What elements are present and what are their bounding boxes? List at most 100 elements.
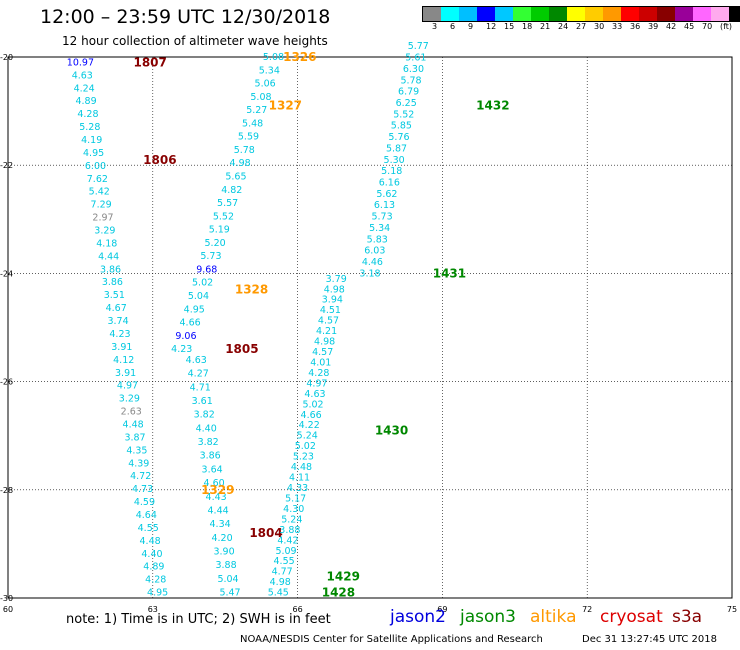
wave-height-value: 6.30: [403, 64, 424, 75]
wave-height-value: 7.62: [87, 174, 108, 185]
pass-label: 1329: [201, 483, 234, 497]
wave-height-value: 4.35: [126, 445, 147, 456]
pass-label: 1806: [143, 153, 176, 167]
wave-height-value: 5.23: [293, 452, 314, 463]
wave-height-value: 3.51: [104, 290, 125, 301]
wave-height-value: 5.78: [400, 75, 421, 86]
wave-height-value: 5.42: [89, 187, 110, 198]
wave-height-value: 4.21: [316, 326, 337, 337]
wave-height-value: 4.40: [196, 423, 217, 434]
wave-height-value: 5.24: [297, 431, 318, 442]
wave-height-value: 4.28: [145, 575, 166, 586]
wave-height-value: 4.12: [113, 355, 134, 366]
wave-height-value: 3.94: [322, 295, 343, 306]
wave-height-value: 4.51: [320, 305, 341, 316]
wave-height-value: 3.86: [102, 277, 123, 288]
wave-height-value: 3.61: [192, 396, 213, 407]
legend-swatch: [567, 7, 585, 21]
wave-height-value: 3.88: [215, 560, 236, 571]
wave-height-value: 3.18: [359, 268, 380, 279]
legend-swatch: [675, 7, 693, 21]
wave-height-value: 10.97: [67, 57, 94, 68]
wave-height-value: 5.30: [384, 155, 405, 166]
pass-label: 1805: [225, 342, 258, 356]
legend-swatch: [495, 7, 513, 21]
wave-height-value: 3.91: [111, 342, 132, 353]
wave-height-value: 5.73: [200, 251, 221, 262]
legend-label: 42: [666, 22, 677, 31]
wave-height-value: 4.89: [75, 96, 96, 107]
wave-height-value: 4.22: [299, 420, 320, 431]
legend-label: 15: [504, 22, 515, 31]
pass-label: 1807: [133, 55, 166, 69]
wave-height-value: 5.02: [302, 399, 323, 410]
legend-label: 30: [594, 22, 605, 31]
wave-height-value: 4.44: [208, 505, 229, 516]
wave-height-value: 5.59: [238, 132, 259, 143]
wave-height-value: 4.97: [306, 378, 327, 389]
y-tick-label: -20: [0, 53, 13, 62]
wave-height-value: 4.72: [130, 471, 151, 482]
wave-height-value: 6.16: [379, 178, 400, 189]
pass-label: 1429: [327, 569, 360, 583]
y-tick-label: -30: [0, 594, 13, 603]
wave-height-value: 5.73: [371, 212, 392, 223]
wave-height-value: 5.09: [275, 546, 296, 557]
wave-height-value: 5.83: [367, 234, 388, 245]
wave-height-value: 5.28: [79, 122, 100, 133]
legend-swatch: [711, 7, 729, 21]
chart-title: 12:00 – 23:59 UTC 12/30/2018: [40, 6, 331, 28]
wave-height-value: 4.95: [184, 304, 205, 315]
wave-height-value: 4.48: [123, 419, 144, 430]
legend-label: 24: [558, 22, 569, 31]
wave-height-value: 4.28: [308, 368, 329, 379]
wave-height-value: 5.52: [213, 211, 234, 222]
wave-height-value: 4.42: [277, 535, 298, 546]
wave-height-value: 4.59: [134, 497, 155, 508]
legend-swatch: [585, 7, 603, 21]
wave-height-value: 6.25: [396, 98, 417, 109]
wave-height-value: 4.48: [291, 462, 312, 473]
wave-height-value: 4.89: [143, 562, 164, 573]
legend-label: 70: [702, 22, 713, 31]
legend-swatch: [513, 7, 531, 21]
sat-s3a: s3a: [672, 607, 703, 627]
wave-height-value: 5.19: [209, 225, 230, 236]
pass-label: 1327: [269, 99, 302, 113]
sat-jason3: jason3: [460, 607, 516, 627]
y-tick-label: -28: [0, 486, 13, 495]
wave-height-value: 3.91: [115, 368, 136, 379]
wave-height-value: 4.97: [117, 381, 138, 392]
wave-height-value: 4.57: [318, 316, 339, 327]
wave-height-value: 4.64: [136, 510, 157, 521]
wave-height-value: 4.95: [147, 588, 168, 599]
x-tick-label: 66: [293, 605, 303, 614]
wave-height-value: 4.24: [74, 83, 95, 94]
wave-height-value: 4.60: [204, 478, 225, 489]
y-tick-label: -22: [0, 161, 13, 170]
wave-height-value: 6.00: [85, 161, 106, 172]
legend-swatch: [441, 7, 459, 21]
sat-cryosat: cryosat: [600, 607, 663, 627]
wave-height-value: 3.74: [107, 316, 128, 327]
wave-height-value: 3.87: [124, 432, 145, 443]
wave-height-value: 6.13: [374, 200, 395, 211]
wave-height-value: 5.08: [250, 92, 271, 103]
wave-height-value: 3.88: [279, 525, 300, 536]
wave-height-value: 4.20: [211, 533, 232, 544]
wave-height-value: 4.66: [180, 318, 201, 329]
legend-swatch: [693, 7, 711, 21]
wave-height-value: 5.87: [386, 143, 407, 154]
footer-note: note: 1) Time is in UTC; 2) SWH is in fe…: [66, 612, 331, 627]
wave-height-value: 4.27: [188, 369, 209, 380]
legend-label: 39: [648, 22, 659, 31]
wave-height-value: 4.23: [171, 344, 192, 355]
wave-height-value: 3.86: [100, 264, 121, 275]
color-legend: [422, 6, 740, 22]
legend-swatch: [459, 7, 477, 21]
wave-height-value: 3.64: [202, 464, 223, 475]
wave-height-value: 4.11: [289, 473, 310, 484]
wave-height-value: 2.63: [121, 407, 142, 418]
wave-height-value: 4.23: [109, 329, 130, 340]
